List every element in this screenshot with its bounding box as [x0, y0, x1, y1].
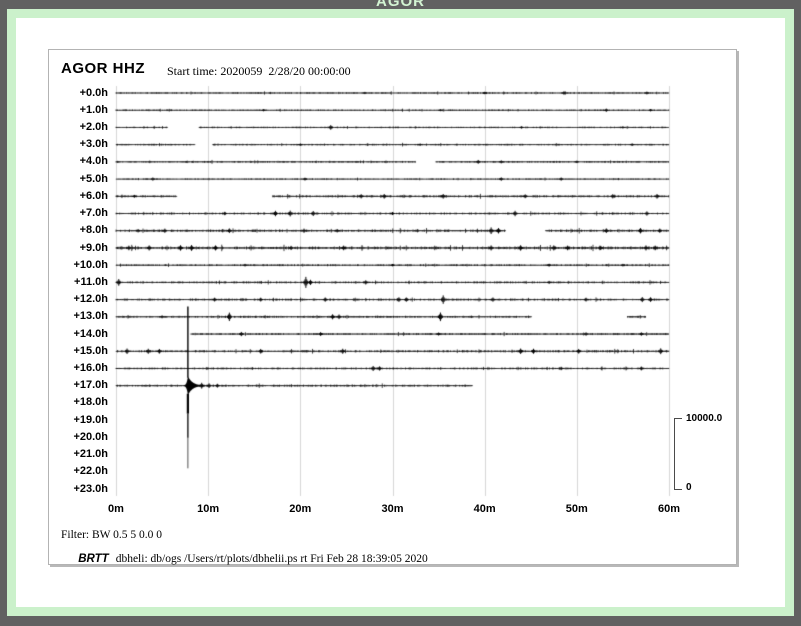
hour-label-220h: +22.0h	[73, 465, 108, 478]
x-axis-label-20m: 20m	[289, 503, 312, 515]
x-axis-label-0m: 0m	[108, 503, 124, 515]
helicorder-traces-canvas	[49, 50, 736, 564]
amplitude-scale-bracket	[674, 418, 682, 490]
x-axis-label-50m: 50m	[565, 503, 588, 515]
hour-label-170h: +17.0h	[73, 379, 108, 392]
hour-label-230h: +23.0h	[73, 482, 108, 495]
credit-text: dbheli: db/ogs /Users/rt/plots/dbhelii.p…	[115, 553, 428, 565]
amplitude-scale-max-label: 10000.0	[686, 413, 723, 424]
brtt-brand-label: BRTT	[78, 553, 109, 565]
hour-label-10h: +1.0h	[79, 103, 108, 116]
hour-label-70h: +7.0h	[79, 207, 108, 219]
hour-label-160h: +16.0h	[73, 362, 108, 374]
hour-label-210h: +21.0h	[73, 448, 108, 461]
hour-label-120h: +12.0h	[73, 293, 108, 306]
hour-label-40h: +4.0h	[79, 155, 108, 168]
hour-label-110h: +11.0h	[74, 275, 108, 288]
hour-label-100h: +10.0h	[73, 258, 108, 271]
hour-label-190h: +19.0h	[73, 413, 108, 426]
hour-label-60h: +6.0h	[79, 189, 108, 202]
amplitude-scale-min-label: 0	[686, 482, 692, 493]
hour-label-140h: +14.0h	[73, 327, 108, 340]
filter-info-label: Filter: BW 0.5 5 0.0 0	[61, 529, 163, 541]
hour-label-00h: +0.0h	[79, 86, 108, 99]
hour-label-150h: +15.0h	[73, 344, 108, 357]
hour-label-30h: +3.0h	[79, 138, 108, 151]
hour-label-130h: +13.0h	[73, 310, 108, 323]
credit-line: BRTT dbheli: db/ogs /Users/rt/plots/dbhel…	[61, 541, 428, 577]
hour-label-200h: +20.0h	[73, 430, 108, 443]
x-axis-label-60m: 60m	[657, 503, 681, 515]
hour-label-50h: +5.0h	[79, 172, 108, 185]
window-titlebar[interactable]: AGOR	[0, 0, 801, 9]
hour-label-90h: +9.0h	[79, 241, 108, 254]
x-axis-label-40m: 40m	[473, 503, 496, 515]
hour-label-180h: +18.0h	[73, 396, 108, 409]
hour-label-80h: +8.0h	[79, 224, 108, 237]
x-axis-label-10m: 10m	[197, 503, 220, 515]
window-title: AGOR	[376, 0, 425, 9]
helicorder-plot-panel: AGOR HHZ Start time: 2020059 2/28/20 00:…	[48, 49, 737, 565]
hour-label-20h: +2.0h	[79, 120, 108, 133]
x-axis-label-30m: 30m	[381, 503, 404, 515]
